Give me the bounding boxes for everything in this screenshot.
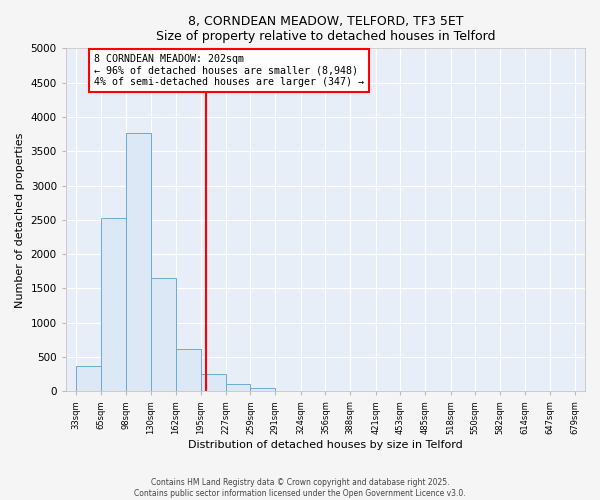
Bar	[151, 278, 176, 392]
Title: 8, CORNDEAN MEADOW, TELFORD, TF3 5ET
Size of property relative to detached house: 8, CORNDEAN MEADOW, TELFORD, TF3 5ET Siz…	[155, 15, 495, 43]
Bar	[250, 388, 275, 392]
Bar	[201, 374, 226, 392]
Bar	[176, 348, 201, 392]
Bar	[76, 366, 101, 392]
Text: 8 CORNDEAN MEADOW: 202sqm
← 96% of detached houses are smaller (8,948)
4% of sem: 8 CORNDEAN MEADOW: 202sqm ← 96% of detac…	[94, 54, 364, 87]
Bar	[226, 384, 250, 392]
Y-axis label: Number of detached properties: Number of detached properties	[15, 132, 25, 308]
Text: Contains HM Land Registry data © Crown copyright and database right 2025.
Contai: Contains HM Land Registry data © Crown c…	[134, 478, 466, 498]
Bar	[126, 134, 151, 392]
X-axis label: Distribution of detached houses by size in Telford: Distribution of detached houses by size …	[188, 440, 463, 450]
Bar	[101, 218, 126, 392]
